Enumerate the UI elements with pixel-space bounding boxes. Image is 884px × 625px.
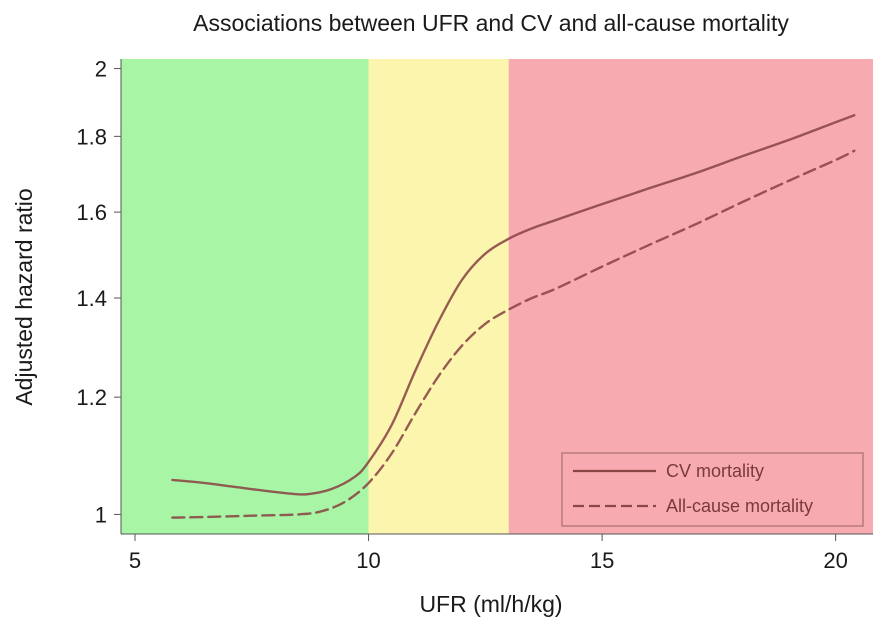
y-tick-label-0: 1 [95, 502, 107, 527]
x-tick-label-0: 5 [129, 548, 141, 573]
x-ticks: 5 10 15 20 [129, 534, 848, 573]
y-tick-label-3: 1.6 [76, 200, 107, 225]
x-tick-label-2: 15 [590, 548, 614, 573]
y-tick-label-2: 1.4 [76, 286, 107, 311]
x-tick-label-3: 20 [823, 548, 847, 573]
y-tick-label-5: 2 [95, 57, 107, 82]
legend-label-cv-mortality: CV mortality [666, 461, 764, 481]
legend-label-all-cause-mortality: All-cause mortality [666, 496, 813, 516]
series-lines [171, 114, 856, 519]
region-band-2 [508, 59, 873, 534]
x-tick-label-1: 10 [356, 548, 380, 573]
y-tick-label-4: 1.8 [76, 124, 107, 149]
y-tick-label-1: 1.2 [76, 385, 107, 410]
series-line-all-cause-mortality [171, 149, 856, 519]
region-band-1 [368, 59, 509, 534]
y-ticks: 1 1.2 1.4 1.6 1.8 2 [76, 57, 121, 527]
axes [120, 59, 873, 535]
series-line-cv-mortality [171, 114, 856, 496]
legend-box [561, 452, 864, 527]
background-regions [121, 59, 873, 534]
region-band-0 [121, 59, 369, 534]
x-axis-label: UFR (ml/h/kg) [419, 591, 562, 617]
legend: CV mortality All-cause mortality [561, 452, 864, 527]
y-axis-label: Adjusted hazard ratio [11, 188, 37, 405]
chart-title: Associations between UFR and CV and all-… [193, 10, 789, 36]
